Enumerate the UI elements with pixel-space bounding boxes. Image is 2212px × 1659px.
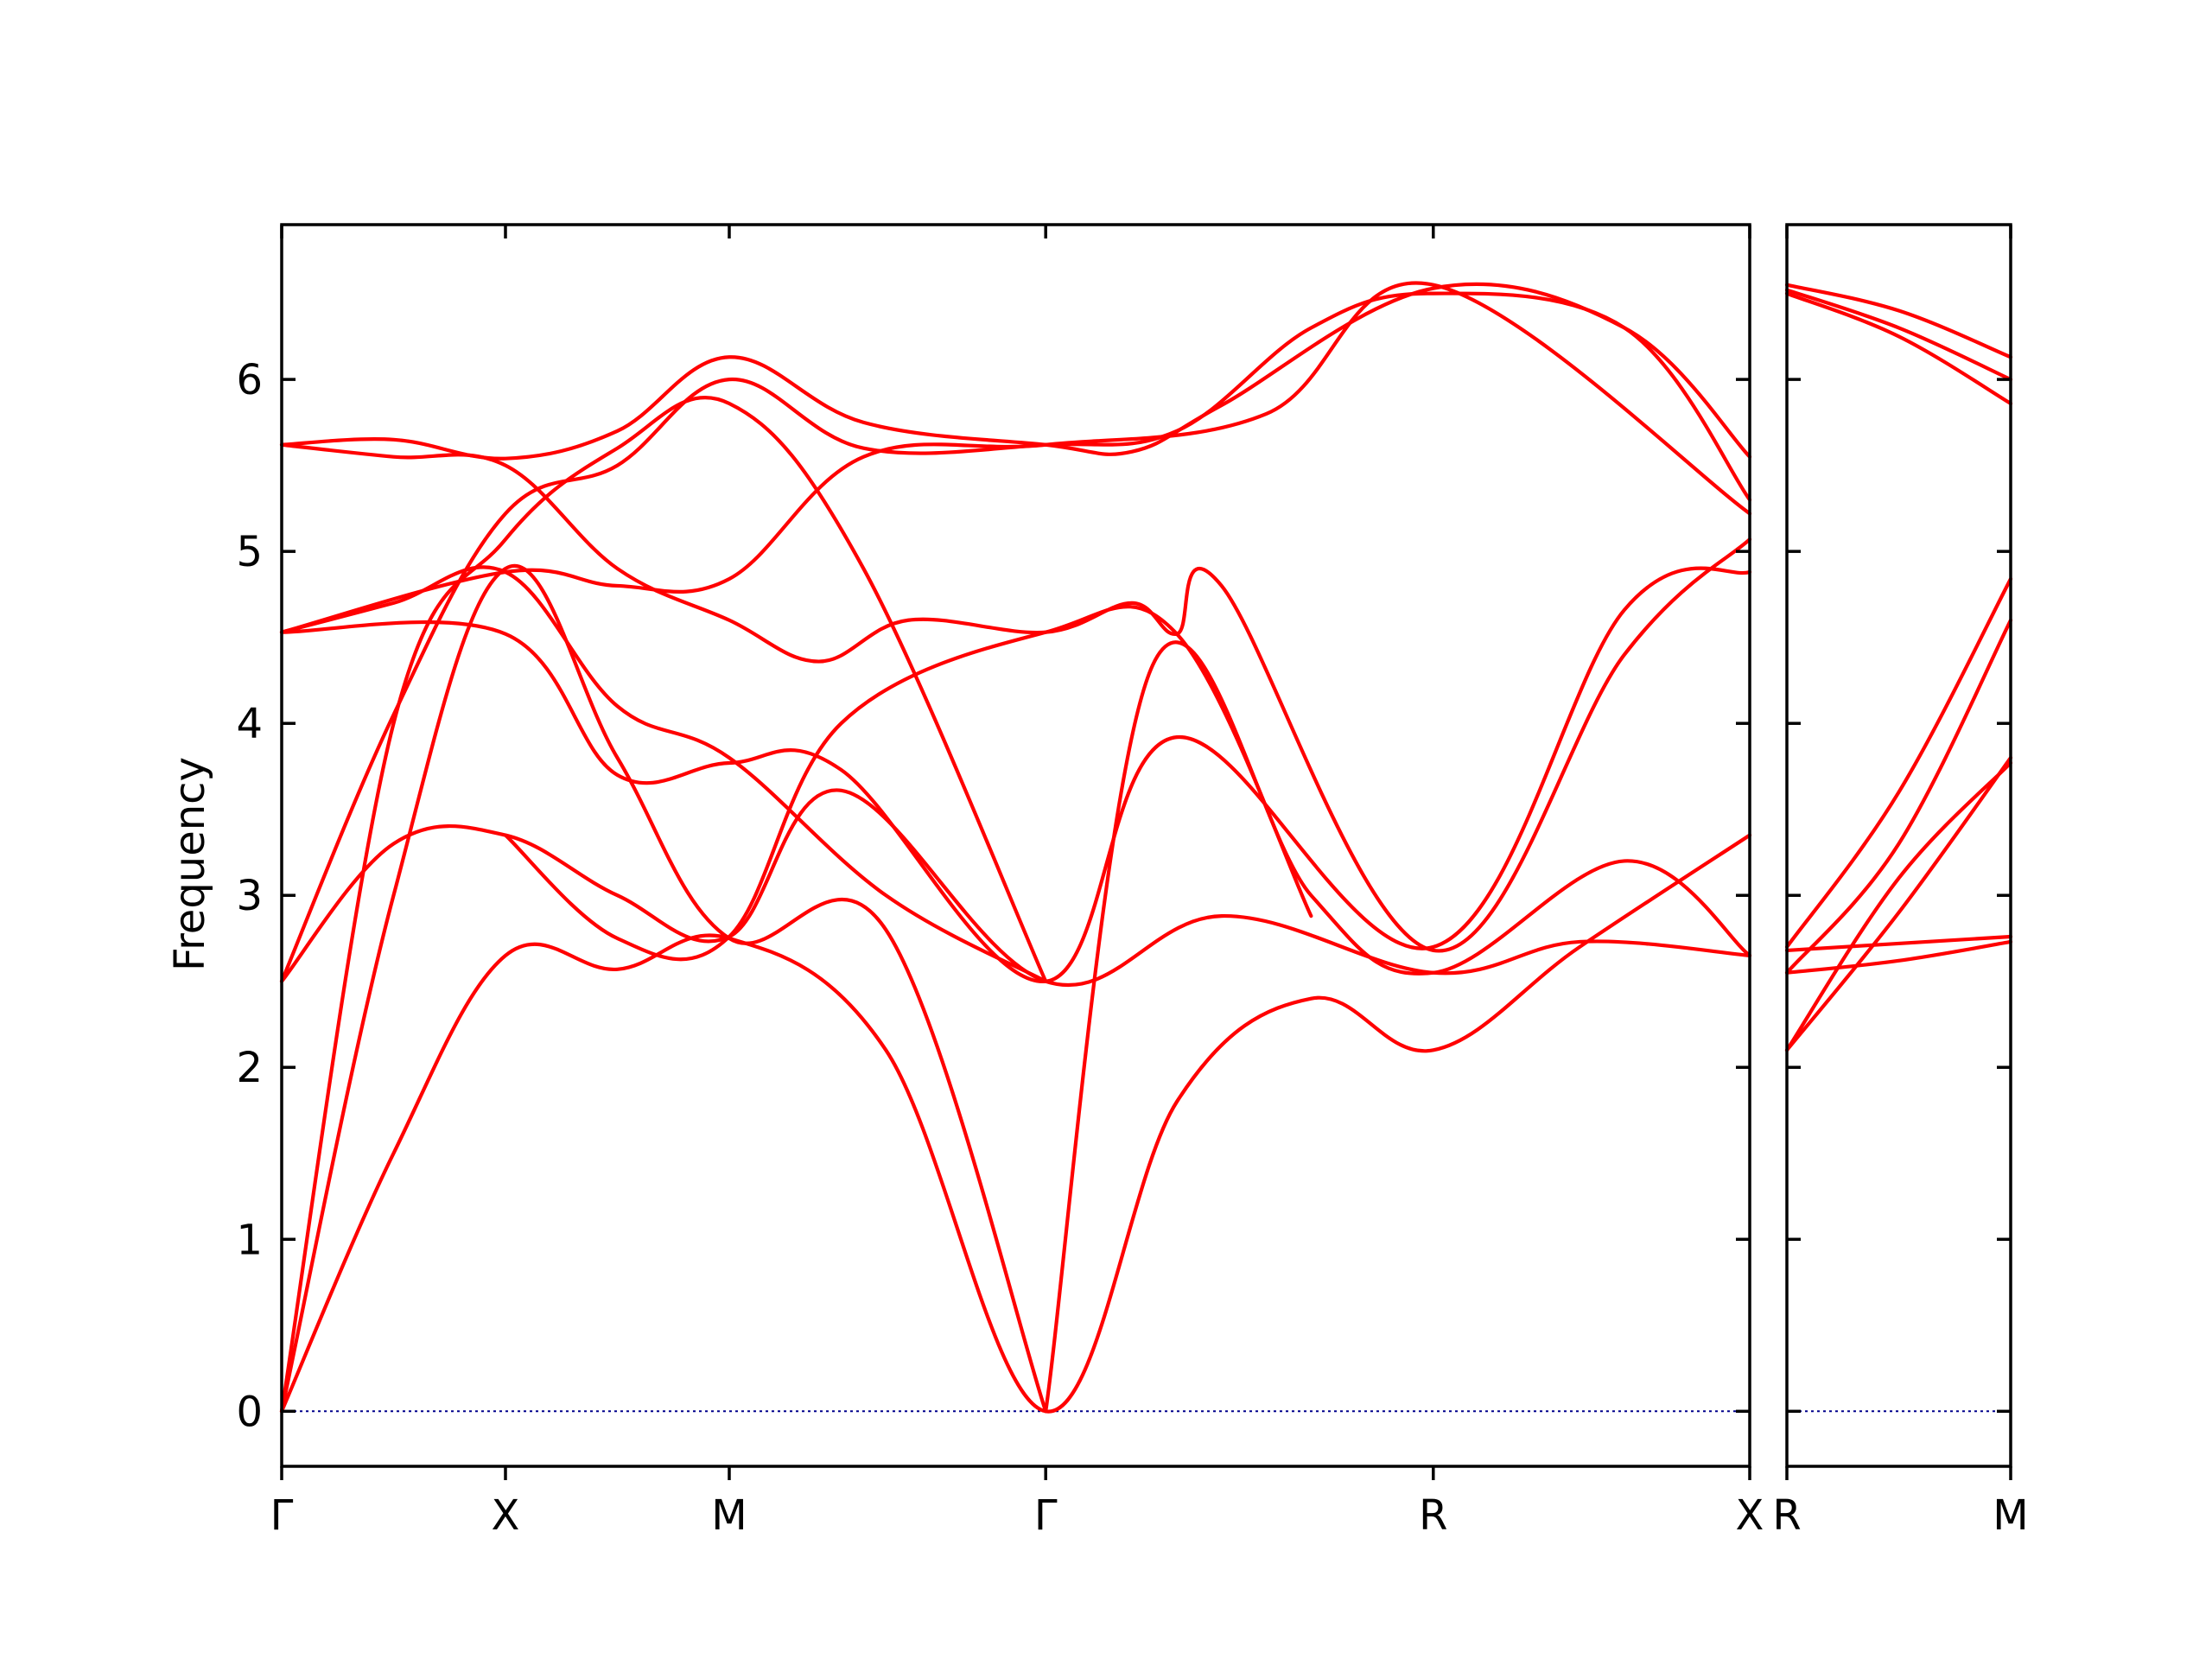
band-2	[1784, 288, 2013, 382]
band-2	[279, 563, 1048, 1414]
band-10	[279, 442, 1752, 953]
x-tick-label: R	[1772, 1491, 1801, 1540]
band-4	[1784, 576, 2013, 950]
y-tick-label: 6	[236, 356, 263, 404]
band-3	[1044, 640, 1752, 1414]
y-tick-label: 5	[236, 528, 263, 576]
y-tick-label: 1	[236, 1216, 263, 1264]
band-6	[279, 291, 1752, 983]
x-tick-label: R	[1419, 1491, 1447, 1540]
band-6	[1784, 755, 2013, 1052]
x-tick-label: Γ	[1034, 1491, 1058, 1540]
x-tick-label: M	[1993, 1491, 2028, 1540]
y-tick-label: 2	[236, 1044, 263, 1092]
band-7	[1784, 760, 2013, 1052]
band-3	[1784, 291, 2013, 406]
band-8	[1784, 934, 2013, 953]
x-tick-label: X	[492, 1491, 520, 1540]
y-tick-label: 4	[236, 700, 263, 748]
band-1	[279, 833, 1752, 1414]
band-5	[279, 788, 1752, 988]
band-8	[279, 281, 1752, 634]
x-tick-label: M	[711, 1491, 747, 1540]
band-9	[1784, 939, 2013, 975]
y-axis-label: Frequency	[166, 757, 214, 971]
y-tick-label: 0	[236, 1388, 263, 1436]
band-4	[279, 395, 1048, 1414]
band-12	[503, 604, 1313, 962]
band-5	[1784, 618, 2013, 975]
y-tick-label: 3	[236, 872, 263, 920]
band-1	[1784, 283, 2013, 359]
band-9	[279, 282, 1752, 461]
main-panel: 0 1 2 3 4 5 6 Γ X M Γ R X	[236, 223, 1764, 1540]
x-tick-label: X	[1736, 1491, 1764, 1540]
plot-frame	[1785, 223, 2012, 1468]
plot-frame	[280, 223, 1751, 1468]
band-11	[279, 565, 1048, 983]
x-tick-label: Γ	[270, 1491, 294, 1540]
